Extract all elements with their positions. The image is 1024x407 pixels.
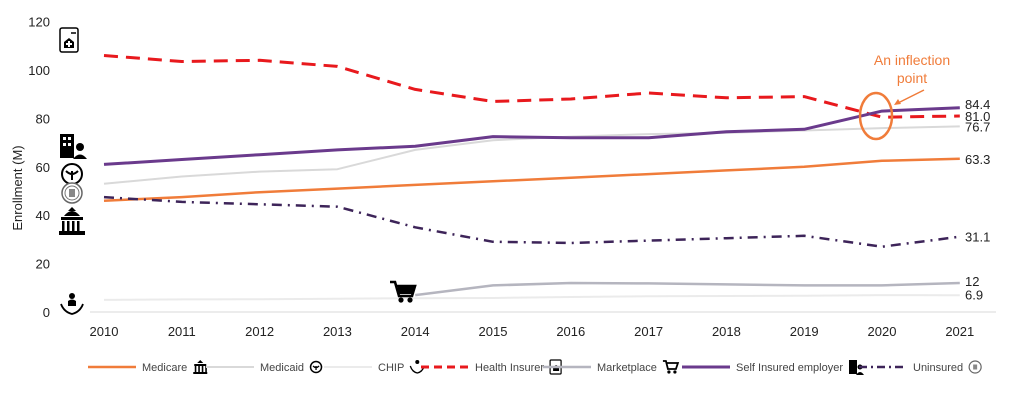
- legend-label: CHIP: [378, 362, 404, 374]
- uninsured-seal-icon: [968, 360, 982, 374]
- end-label: 12: [965, 274, 979, 289]
- series-line-marketplace: [415, 281, 960, 297]
- marketplace-cart-icon: [390, 280, 417, 303]
- x-tick-label: 2018: [712, 324, 741, 339]
- end-label: 76.7: [965, 119, 990, 134]
- capitol-building-icon: [193, 360, 208, 374]
- legend-item-chip: CHIP: [324, 360, 425, 374]
- x-tick-label: 2021: [945, 324, 974, 339]
- annotation-line-1: An inflection: [874, 52, 950, 68]
- caduceus-icon: [61, 163, 83, 185]
- series-layer: [103, 54, 960, 301]
- family-care-icon: [60, 293, 84, 315]
- y-tick-label: 0: [43, 305, 50, 320]
- legend-label: Health Insurer: [475, 362, 544, 374]
- x-tick-label: 2013: [323, 324, 352, 339]
- y-tick-label: 40: [36, 208, 50, 223]
- uninsured-seal-icon: [61, 182, 83, 204]
- x-axis-ticks: 2010 2011 2012 2013 2014 2015 2016 2017 2018 2019…: [90, 324, 975, 339]
- series-line-chip: [103, 294, 960, 301]
- end-label: 84.4: [965, 97, 990, 112]
- legend-item-medicaid: Medicaid: [206, 360, 323, 374]
- end-label: 81.0: [965, 109, 990, 124]
- y-axis-ticks: 0 20 40 60 80 100 120: [28, 15, 50, 320]
- insurance-doc-icon: [59, 27, 79, 53]
- legend-item-self-insured-employer: Self Insured employer: [682, 360, 864, 375]
- annotation-line-2: point: [897, 70, 927, 86]
- series-line-self-insured-employer: [103, 106, 960, 166]
- annotation-arrowhead: [894, 99, 901, 105]
- y-tick-label: 100: [28, 63, 50, 78]
- cart-icon: [662, 360, 680, 374]
- x-tick-label: 2020: [868, 324, 897, 339]
- legend-item-uninsured: Uninsured: [859, 360, 982, 374]
- x-tick-label: 2017: [634, 324, 663, 339]
- annotation-arrow: [895, 89, 925, 105]
- legend-item-marketplace: Marketplace: [543, 360, 680, 374]
- legend-item-health-insurer: Health Insurer: [421, 359, 562, 375]
- x-tick-label: 2016: [556, 324, 585, 339]
- y-tick-label: 20: [36, 257, 50, 272]
- series-line-uninsured: [103, 195, 960, 248]
- x-tick-label: 2012: [245, 324, 274, 339]
- series-line-medicare: [103, 157, 960, 202]
- family-care-icon: [409, 360, 425, 374]
- employer-building-icon: [60, 134, 87, 159]
- y-axis-title: Enrollment (M): [10, 145, 25, 230]
- inflection-circle: [858, 91, 894, 141]
- end-labels: 63.3 76.7 6.9 81.0 12 84.4 31.1: [965, 97, 990, 303]
- end-label: 6.9: [965, 287, 983, 302]
- x-tick-label: 2014: [401, 324, 430, 339]
- x-tick-label: 2011: [168, 324, 196, 339]
- legend: Medicare Medicaid CHIP Health Insurer Market…: [88, 359, 982, 375]
- caduceus-icon: [309, 360, 323, 374]
- x-tick-label: 2015: [479, 324, 508, 339]
- legend-label: Uninsured: [913, 362, 963, 374]
- x-tick-label: 2010: [90, 324, 119, 339]
- legend-label: Medicaid: [260, 362, 304, 374]
- legend-label: Self Insured employer: [736, 362, 843, 374]
- legend-label: Medicare: [142, 362, 187, 374]
- x-tick-label: 2019: [790, 324, 819, 339]
- legend-label: Marketplace: [597, 362, 657, 374]
- y-tick-label: 60: [36, 160, 50, 175]
- capitol-building-icon: [59, 207, 85, 235]
- y-tick-label: 80: [36, 111, 50, 126]
- y-tick-label: 120: [28, 15, 50, 30]
- series-line-health-insurer: [103, 54, 960, 119]
- end-label: 31.1: [965, 230, 990, 245]
- inflection-annotation: An inflection point: [858, 52, 950, 141]
- legend-item-medicare: Medicare: [88, 360, 208, 374]
- end-label: 63.3: [965, 152, 990, 167]
